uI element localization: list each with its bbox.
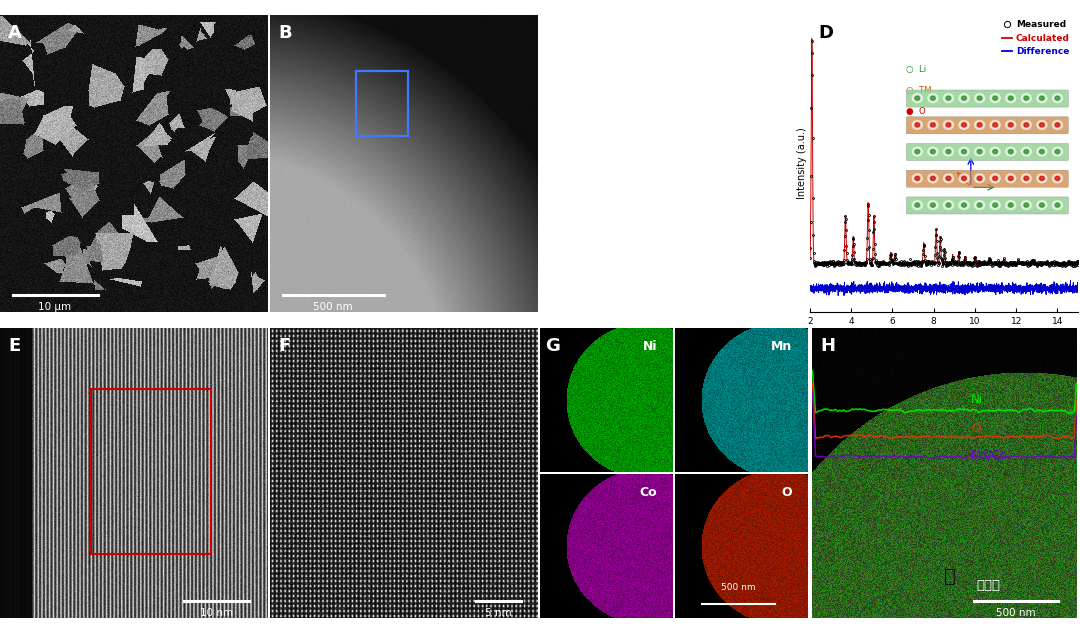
X-axis label: 2theta (λ=0.1821Å): 2theta (λ=0.1821Å) <box>890 331 998 343</box>
Text: O: O <box>782 485 792 499</box>
Text: [010]: [010] <box>657 288 691 301</box>
Legend: Measured, Calculated, Difference: Measured, Calculated, Difference <box>998 17 1074 60</box>
Text: ●  O: ● O <box>906 107 927 116</box>
Text: 101: 101 <box>681 106 705 119</box>
Text: 10 nm: 10 nm <box>200 608 233 618</box>
Text: 500 nm: 500 nm <box>720 583 756 592</box>
Text: H: H <box>820 337 835 354</box>
Text: Ni: Ni <box>971 393 983 406</box>
Text: ○  Li: ○ Li <box>906 66 927 74</box>
Text: C: C <box>548 24 562 42</box>
Text: 10 μm: 10 μm <box>38 303 71 313</box>
Text: 500 nm: 500 nm <box>313 303 352 313</box>
Text: 量子位: 量子位 <box>976 579 1000 592</box>
Text: Mn/Co: Mn/Co <box>971 449 1008 462</box>
Text: A: A <box>8 24 22 42</box>
Bar <box>91 389 211 553</box>
Text: ○  TM: ○ TM <box>906 86 932 95</box>
Text: Mn: Mn <box>771 339 792 353</box>
Text: 500 nm: 500 nm <box>996 608 1036 618</box>
Text: Ni: Ni <box>643 339 657 353</box>
Text: O: O <box>971 422 981 436</box>
Text: G: G <box>545 337 561 354</box>
Text: B: B <box>278 24 292 42</box>
Text: F: F <box>278 337 291 354</box>
Text: 🔵: 🔵 <box>944 567 956 586</box>
Y-axis label: Intensity (a.u.): Intensity (a.u.) <box>797 128 807 200</box>
Text: 5 nm: 5 nm <box>485 608 512 618</box>
Text: E: E <box>8 337 21 354</box>
Text: D: D <box>818 24 833 42</box>
Bar <box>355 71 407 135</box>
Text: Co: Co <box>639 485 657 499</box>
Text: 003: 003 <box>681 160 706 173</box>
